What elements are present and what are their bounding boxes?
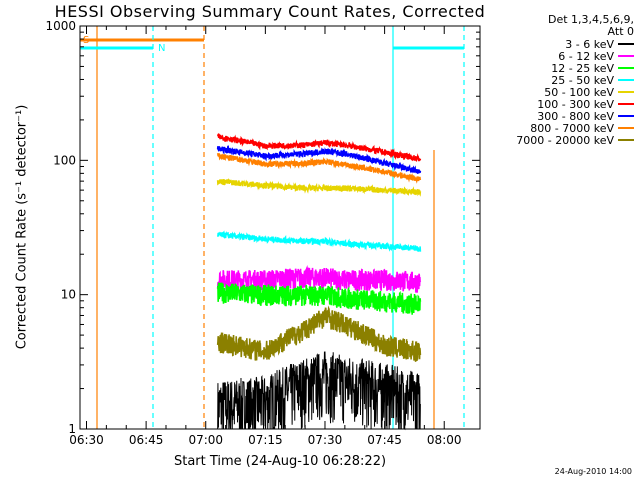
legend-label: 100 - 300 keV [537, 97, 614, 111]
legend-header-line-2: Att 0 [607, 25, 634, 38]
series-3-6-kev [217, 351, 421, 431]
legend-label: 300 - 800 keV [537, 109, 614, 123]
legend-swatch [618, 67, 634, 69]
x-tick-label: 07:45 [367, 433, 402, 447]
annotations-layer: SN [83, 35, 165, 54]
legend-swatch [618, 103, 634, 105]
legend-swatch [618, 91, 634, 93]
legend-label: 25 - 50 keV [551, 73, 614, 87]
legend-entry: 800 - 7000 keV [482, 121, 634, 135]
legend-label: 50 - 100 keV [544, 85, 614, 99]
timestamp: 24-Aug-2010 14:00 [554, 467, 632, 476]
legend-entry: 300 - 800 keV [482, 109, 634, 123]
legend-entry: 12 - 25 keV [482, 61, 634, 75]
y-tick-label: 100 [53, 153, 76, 167]
legend-swatch [618, 115, 634, 117]
series-300-800-kev [216, 144, 422, 174]
annotation-s: S [83, 35, 89, 46]
chart-title: HESSI Observing Summary Count Rates, Cor… [54, 2, 486, 21]
legend-entry: 50 - 100 keV [482, 85, 634, 99]
plot-frame [79, 25, 481, 430]
legend-swatch [618, 79, 634, 81]
legend-label: 12 - 25 keV [551, 61, 614, 75]
attenuator-bars [80, 26, 465, 429]
legend-label: 3 - 6 keV [565, 37, 614, 51]
legend-entry: 3 - 6 keV [482, 37, 634, 51]
legend-label: 6 - 12 keV [558, 49, 614, 63]
series-100-300-kev [216, 133, 422, 162]
series-12-25-kev [216, 282, 422, 315]
legend-label: 800 - 7000 keV [530, 121, 614, 135]
series-6-12-kev [216, 264, 422, 293]
legend-swatch [618, 139, 634, 141]
x-tick-label: 07:15 [248, 433, 283, 447]
y-tick-label: 1000 [45, 19, 76, 33]
series-800-7000-kev [216, 153, 422, 184]
legend-swatch [618, 55, 634, 57]
y-axis-label: Corrected Count Rate (s⁻¹ detector⁻¹) [14, 104, 30, 350]
series-50-100-kev [216, 178, 422, 197]
legend-header-line-1: Det 1,3,4,5,6,9, [547, 13, 634, 26]
series-25-50-kev [216, 230, 422, 253]
legend: Det 1,3,4,5,6,9, Att 0 3 - 6 keV 6 - 12 k… [482, 13, 634, 147]
series-7000-20000-kev [216, 305, 422, 362]
x-tick-label: 06:45 [129, 433, 164, 447]
legend-entry: 6 - 12 keV [482, 49, 634, 63]
legend-label: 7000 - 20000 keV [516, 133, 614, 147]
legend-swatch [618, 43, 634, 45]
legend-swatch [618, 127, 634, 129]
legend-entry: 100 - 300 keV [482, 97, 634, 111]
x-tick-label: 07:00 [188, 433, 223, 447]
x-tick-label: 07:30 [308, 433, 343, 447]
x-tick-label: 08:00 [427, 433, 462, 447]
x-axis-label: Start Time (24-Aug-10 06:28:22) [173, 454, 387, 469]
legend-entry: 25 - 50 keV [482, 73, 634, 87]
x-tick-label: 06:30 [69, 433, 104, 447]
y-tick-label: 1 [68, 422, 76, 436]
axes-layer: 06:30 06:45 07:00 07:15 07:30 07:45 08:00 1 10 10… [45, 19, 480, 447]
y-tick-label: 10 [61, 288, 76, 302]
legend-entry: 7000 - 20000 keV [482, 133, 634, 147]
series-layer [216, 133, 422, 431]
annotation-n: N [158, 43, 165, 54]
